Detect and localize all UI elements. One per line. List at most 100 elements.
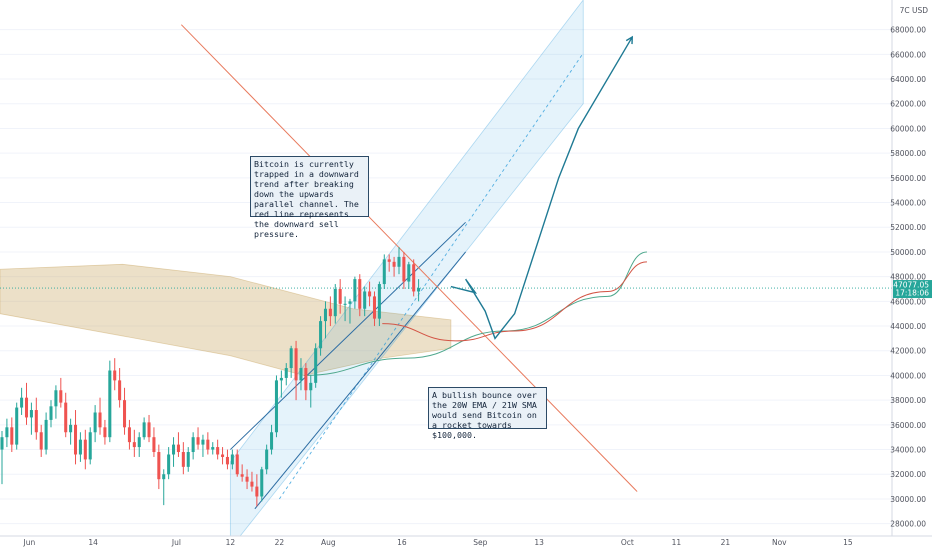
candle-body (348, 301, 352, 304)
last-price-tag (893, 280, 932, 299)
y-tick-label: 28000.00 (890, 520, 926, 529)
candle-body (260, 469, 264, 497)
x-tick-label: Nov (772, 538, 787, 547)
projection-arrowhead (625, 35, 633, 45)
channel-layer (229, 0, 584, 550)
candle-body (377, 284, 381, 319)
candle-body (162, 474, 166, 480)
candle-body (15, 407, 19, 445)
cloud-layer (0, 263, 452, 376)
candle-body (225, 456, 229, 465)
x-tick-label: 15 (843, 538, 853, 547)
candle-body (328, 308, 332, 317)
candle-body (265, 449, 269, 470)
x-axis-background (0, 536, 932, 550)
candle-body (152, 437, 156, 453)
candle-body (216, 447, 220, 455)
x-tick-label: Oct (621, 538, 634, 547)
candle-body (211, 447, 215, 450)
candle-body (235, 454, 239, 475)
candle-body (34, 410, 38, 433)
candle-body (387, 259, 391, 262)
candle-body (397, 256, 401, 267)
candle-body (338, 288, 342, 304)
candle-body (196, 437, 200, 445)
candle-body (5, 427, 9, 438)
candle-body (392, 261, 396, 267)
candle-body (123, 400, 127, 428)
candle-body (191, 437, 195, 453)
candle-body (29, 410, 33, 418)
y-tick-label: 42000.00 (890, 347, 926, 356)
candle-body (343, 303, 347, 305)
candle-body (250, 481, 254, 487)
candle-body (240, 474, 244, 477)
candles-layer (0, 247, 421, 507)
candle-body (24, 397, 29, 418)
candle-body (279, 377, 283, 381)
candle-body (372, 296, 377, 319)
annotation-bullish-bounce[interactable]: A bullish bounce over the 20W EMA / 21W … (428, 387, 547, 440)
y-tick-label: 66000.00 (890, 50, 926, 59)
candle-body (98, 412, 102, 428)
candle-body (118, 380, 122, 401)
candle-body (270, 432, 274, 450)
x-tick-label: Sep (473, 538, 487, 547)
candle-body (304, 368, 308, 391)
y-tick-label: 64000.00 (890, 75, 926, 84)
y-tick-label: 44000.00 (890, 322, 926, 331)
candle-body (127, 427, 131, 443)
candle-body (382, 259, 386, 285)
ema-20w-line (303, 251, 648, 376)
x-tick-label: 14 (88, 538, 98, 547)
candle-body (176, 444, 180, 453)
y-tick-label: 46000.00 (890, 297, 926, 306)
candle-body (245, 476, 249, 482)
candle-body (39, 432, 43, 450)
x-tick-label: Jul (171, 538, 181, 547)
x-axis: Jun 14 Jul 12 22 Aug 16 Sep 13 Oct 11 21 Nov 15 (0, 535, 932, 550)
candle-body (88, 432, 92, 460)
candle-body (69, 424, 73, 433)
candle-body (10, 427, 14, 445)
x-tick-label: 16 (397, 538, 407, 547)
annotation-downtrend[interactable]: Bitcoin is currently trapped in a downwa… (250, 156, 369, 239)
y-tick-label: 48000.00 (890, 273, 926, 282)
x-tick-label: 21 (721, 538, 731, 547)
candle-body (363, 291, 367, 309)
y-tick-label: 32000.00 (890, 470, 926, 479)
y-tick-label: 34000.00 (890, 446, 926, 455)
candle-body (167, 454, 171, 475)
channel-upper-line (230, 221, 466, 450)
candle-body (358, 279, 362, 309)
candle-body (412, 264, 416, 292)
y-tick-label: 60000.00 (890, 124, 926, 133)
candle-body (54, 390, 58, 407)
candle-body (64, 402, 68, 433)
candle-body (181, 452, 185, 467)
candle-body (294, 348, 298, 381)
candle-body (59, 390, 63, 403)
x-tick-label: 22 (275, 538, 285, 547)
candle-body (314, 348, 318, 383)
y-axis: 28000.00 30000.00 32000.00 34000.00 36000.00… (890, 0, 932, 550)
candle-body (353, 279, 357, 302)
candle-body (417, 288, 421, 292)
candle-body (333, 288, 337, 317)
last-price-value: 47077.05 (893, 281, 929, 290)
y-tick-label: 62000.00 (890, 100, 926, 109)
x-tick-label: 13 (534, 538, 544, 547)
candle-body (284, 368, 288, 378)
candle-body (201, 439, 205, 445)
candle-body (142, 422, 146, 438)
candle-body (83, 439, 87, 460)
candle-body (44, 419, 48, 450)
x-tick-label: 12 (226, 538, 236, 547)
candle-body (274, 380, 278, 433)
candle-body (73, 424, 78, 455)
overlay-layer (0, 24, 892, 492)
grid-layer (0, 29, 892, 525)
parallel-channel (229, 0, 584, 550)
currency-label: 7C USD (900, 6, 929, 15)
